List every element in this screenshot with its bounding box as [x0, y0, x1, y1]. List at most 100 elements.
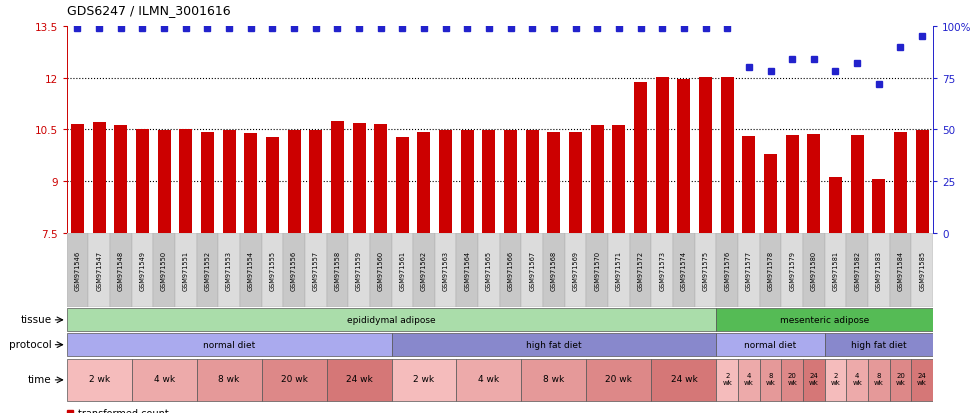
Text: GSM971556: GSM971556 [291, 251, 297, 290]
Bar [521, 233, 543, 308]
Bar [153, 233, 174, 308]
Bar [457, 233, 478, 308]
Bar [586, 359, 652, 401]
Bar [67, 233, 88, 308]
Text: GSM971575: GSM971575 [703, 251, 709, 290]
Bar [781, 359, 803, 401]
Bar [716, 359, 738, 401]
Bar [504, 131, 517, 233]
Text: 20
wk: 20 wk [787, 373, 797, 386]
Bar [872, 180, 885, 233]
Bar [652, 233, 673, 308]
Text: GSM971568: GSM971568 [551, 251, 557, 290]
Bar [847, 359, 868, 401]
Bar [521, 359, 586, 401]
Bar [808, 134, 820, 233]
Text: GSM971559: GSM971559 [356, 251, 362, 290]
Bar [417, 133, 430, 233]
Bar [71, 125, 84, 233]
Bar [760, 233, 781, 308]
Bar [240, 233, 262, 308]
Bar [738, 359, 760, 401]
Bar [612, 126, 625, 233]
Text: GSM971585: GSM971585 [919, 251, 925, 290]
Text: protocol: protocol [9, 339, 52, 349]
Bar [738, 233, 760, 308]
Text: 4 wk: 4 wk [154, 375, 174, 384]
Text: 20 wk: 20 wk [606, 375, 632, 384]
Text: GSM971563: GSM971563 [443, 251, 449, 290]
Bar [652, 359, 716, 401]
Text: 24 wk: 24 wk [670, 375, 697, 384]
Bar [569, 133, 582, 233]
Bar [543, 233, 564, 308]
Text: GSM971561: GSM971561 [399, 251, 406, 290]
Text: mesenteric adipose: mesenteric adipose [780, 315, 869, 324]
Bar [461, 131, 473, 233]
Text: GSM971564: GSM971564 [465, 251, 470, 290]
Bar [825, 233, 847, 308]
Bar [305, 233, 326, 308]
Bar [414, 233, 435, 308]
Bar [110, 233, 131, 308]
Text: GSM971557: GSM971557 [313, 251, 318, 290]
Bar [326, 359, 392, 401]
Text: GSM971548: GSM971548 [118, 251, 123, 290]
Text: 20 wk: 20 wk [280, 375, 308, 384]
Bar [851, 136, 863, 233]
Bar [262, 359, 326, 401]
Text: normal diet: normal diet [745, 340, 797, 349]
Text: 8
wk: 8 wk [874, 373, 884, 386]
Bar [868, 233, 890, 308]
Text: GSM971550: GSM971550 [161, 251, 168, 290]
Bar [266, 138, 279, 233]
Bar [197, 359, 262, 401]
Text: GSM971551: GSM971551 [182, 251, 189, 290]
Bar [890, 233, 911, 308]
Bar [720, 78, 734, 233]
Bar [262, 233, 283, 308]
Bar [803, 359, 825, 401]
Text: GSM971576: GSM971576 [724, 251, 730, 290]
Text: high fat diet: high fat diet [851, 340, 906, 349]
Text: 24 wk: 24 wk [346, 375, 372, 384]
Bar [760, 359, 781, 401]
Text: 24
wk: 24 wk [917, 373, 927, 386]
Text: 20
wk: 20 wk [896, 373, 906, 386]
Bar [743, 136, 756, 233]
Text: GDS6247 / ILMN_3001616: GDS6247 / ILMN_3001616 [67, 4, 230, 17]
Bar [608, 233, 630, 308]
Bar [911, 233, 933, 308]
Text: GSM971566: GSM971566 [508, 251, 514, 290]
Text: transformed count: transformed count [77, 408, 169, 413]
Bar [115, 126, 127, 233]
Text: GSM971567: GSM971567 [529, 251, 535, 290]
Bar [548, 133, 561, 233]
Bar [326, 233, 348, 308]
Bar [391, 233, 414, 308]
Text: GSM971558: GSM971558 [334, 251, 340, 290]
Bar [179, 130, 192, 233]
Text: GSM971546: GSM971546 [74, 251, 80, 290]
Bar [391, 333, 716, 356]
Text: GSM971570: GSM971570 [594, 251, 601, 290]
Text: time: time [27, 374, 52, 384]
Bar [586, 233, 608, 308]
Bar [716, 309, 933, 332]
Bar [244, 133, 257, 233]
Text: GSM971578: GSM971578 [767, 251, 773, 290]
Text: 2
wk: 2 wk [722, 373, 732, 386]
Text: GSM971555: GSM971555 [270, 251, 275, 290]
Bar [526, 131, 539, 233]
Text: GSM971549: GSM971549 [139, 251, 145, 290]
Bar [699, 78, 712, 233]
Text: GSM971581: GSM971581 [832, 251, 839, 290]
Text: tissue: tissue [21, 315, 52, 325]
Text: 24
wk: 24 wk [808, 373, 818, 386]
Bar [136, 129, 149, 233]
Bar [591, 126, 604, 233]
Bar [825, 333, 933, 356]
Bar [435, 233, 457, 308]
Text: GSM971574: GSM971574 [681, 251, 687, 290]
Bar [88, 233, 110, 308]
